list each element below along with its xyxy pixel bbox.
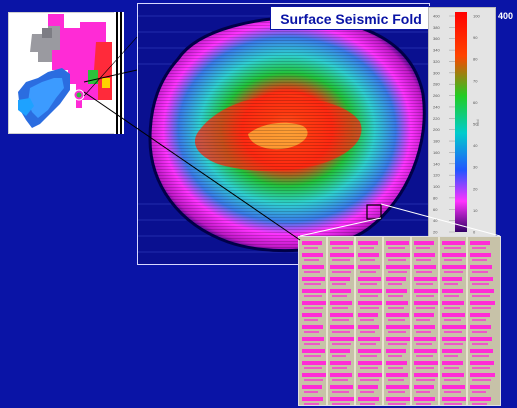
scale-right-tick: 90 <box>473 35 478 40</box>
scale-right-tick: 20 <box>473 186 478 191</box>
scale-left-tick: 40 <box>433 218 438 223</box>
location-map-graphic <box>8 12 120 134</box>
scale-left-tick: 80 <box>433 195 438 200</box>
scale-left-tick: 60 <box>433 207 438 212</box>
fold-heatmap-graphic <box>138 15 429 253</box>
scale-left-tick: 380 <box>433 25 440 30</box>
scale-left-tick: 260 <box>433 93 440 98</box>
scale-left-tick: 120 <box>433 173 440 178</box>
scale-right-tick: 40 <box>473 143 478 148</box>
scale-left-tick: 340 <box>433 48 440 53</box>
scale-axis-label: fold <box>475 120 480 126</box>
scale-left-tick: 300 <box>433 70 440 75</box>
scale-right-tick: 80 <box>473 57 478 62</box>
scale-left-tick: 320 <box>433 59 440 64</box>
scale-right-tick: 70 <box>473 78 478 83</box>
scale-left-tick: 240 <box>433 104 440 109</box>
scale-left-tick: 280 <box>433 82 440 87</box>
scale-left-tick: 100 <box>433 184 440 189</box>
scale-left-tick: 160 <box>433 150 440 155</box>
scale-left-tick: 180 <box>433 139 440 144</box>
scale-left-tick: 220 <box>433 116 440 121</box>
zoom-detail-panel <box>298 236 501 406</box>
seismic-fold-map <box>137 3 430 265</box>
scale-right-tick: 50 <box>473 122 478 127</box>
scale-left-tick: 200 <box>433 127 440 132</box>
scale-right-tick: 10 <box>473 208 478 213</box>
chart-title: Surface Seismic Fold <box>270 6 432 30</box>
color-scale-graphic: 400 380 360 340 320 300 280 260 240 220 200 180 160 1… <box>429 8 495 236</box>
scale-left-tick: 400 <box>433 14 440 19</box>
scale-left-tick: 20 <box>433 230 438 235</box>
scale-right-tick: 60 <box>473 100 478 105</box>
location-inset-map <box>8 12 120 134</box>
inset-scale-bars <box>114 12 124 134</box>
scale-left-tick: 140 <box>433 161 440 166</box>
scale-right-tick: 100 <box>473 14 480 19</box>
zoom-detail-graphic <box>299 237 500 405</box>
scale-left-tick: 360 <box>433 36 440 41</box>
scale-max-label: 400 <box>498 11 514 21</box>
scale-right-tick: 30 <box>473 165 478 170</box>
fold-color-scale: 400 380 360 340 320 300 280 260 240 220 200 180 160 1… <box>428 7 496 237</box>
